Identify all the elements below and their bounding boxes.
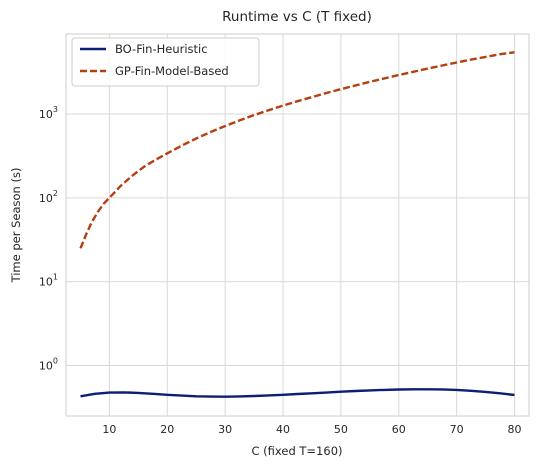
x-tick-label: 40: [276, 423, 290, 436]
legend-label-bo-fin-heuristic: BO-Fin-Heuristic: [115, 42, 208, 56]
y-tick-label: 102: [39, 189, 58, 205]
x-tick-label: 10: [102, 423, 116, 436]
y-axis-label: Time per Season (s): [9, 168, 23, 284]
y-tick-label: 103: [39, 105, 58, 121]
plot-frame: [65, 33, 530, 417]
legend-label-gp-fin-model-based: GP-Fin-Model-Based: [115, 64, 229, 78]
x-tick-label: 70: [450, 423, 464, 436]
series-line-bo-fin-heuristic: [80, 388, 515, 398]
x-tick-label: 20: [160, 423, 174, 436]
x-axis-ticks: 10 20 30 40 50 60 70 80: [102, 423, 521, 436]
x-tick-label: 50: [334, 423, 348, 436]
legend-box: [71, 37, 260, 87]
legend: BO-Fin-Heuristic GP-Fin-Model-Based: [71, 37, 260, 87]
series-line-gp-fin-model-based: [79, 51, 515, 249]
grid: [66, 34, 529, 416]
series-layer: [79, 51, 515, 398]
x-tick-label: 30: [218, 423, 232, 436]
chart-title: Runtime vs C (T fixed): [222, 9, 372, 25]
y-tick-label: 101: [39, 273, 58, 289]
x-tick-label: 60: [392, 423, 406, 436]
x-tick-label: 80: [508, 423, 522, 436]
y-axis-ticks: 100 101 102 103: [39, 105, 58, 373]
x-axis-label: C (fixed T=160): [252, 444, 343, 458]
y-tick-label: 100: [39, 357, 58, 373]
